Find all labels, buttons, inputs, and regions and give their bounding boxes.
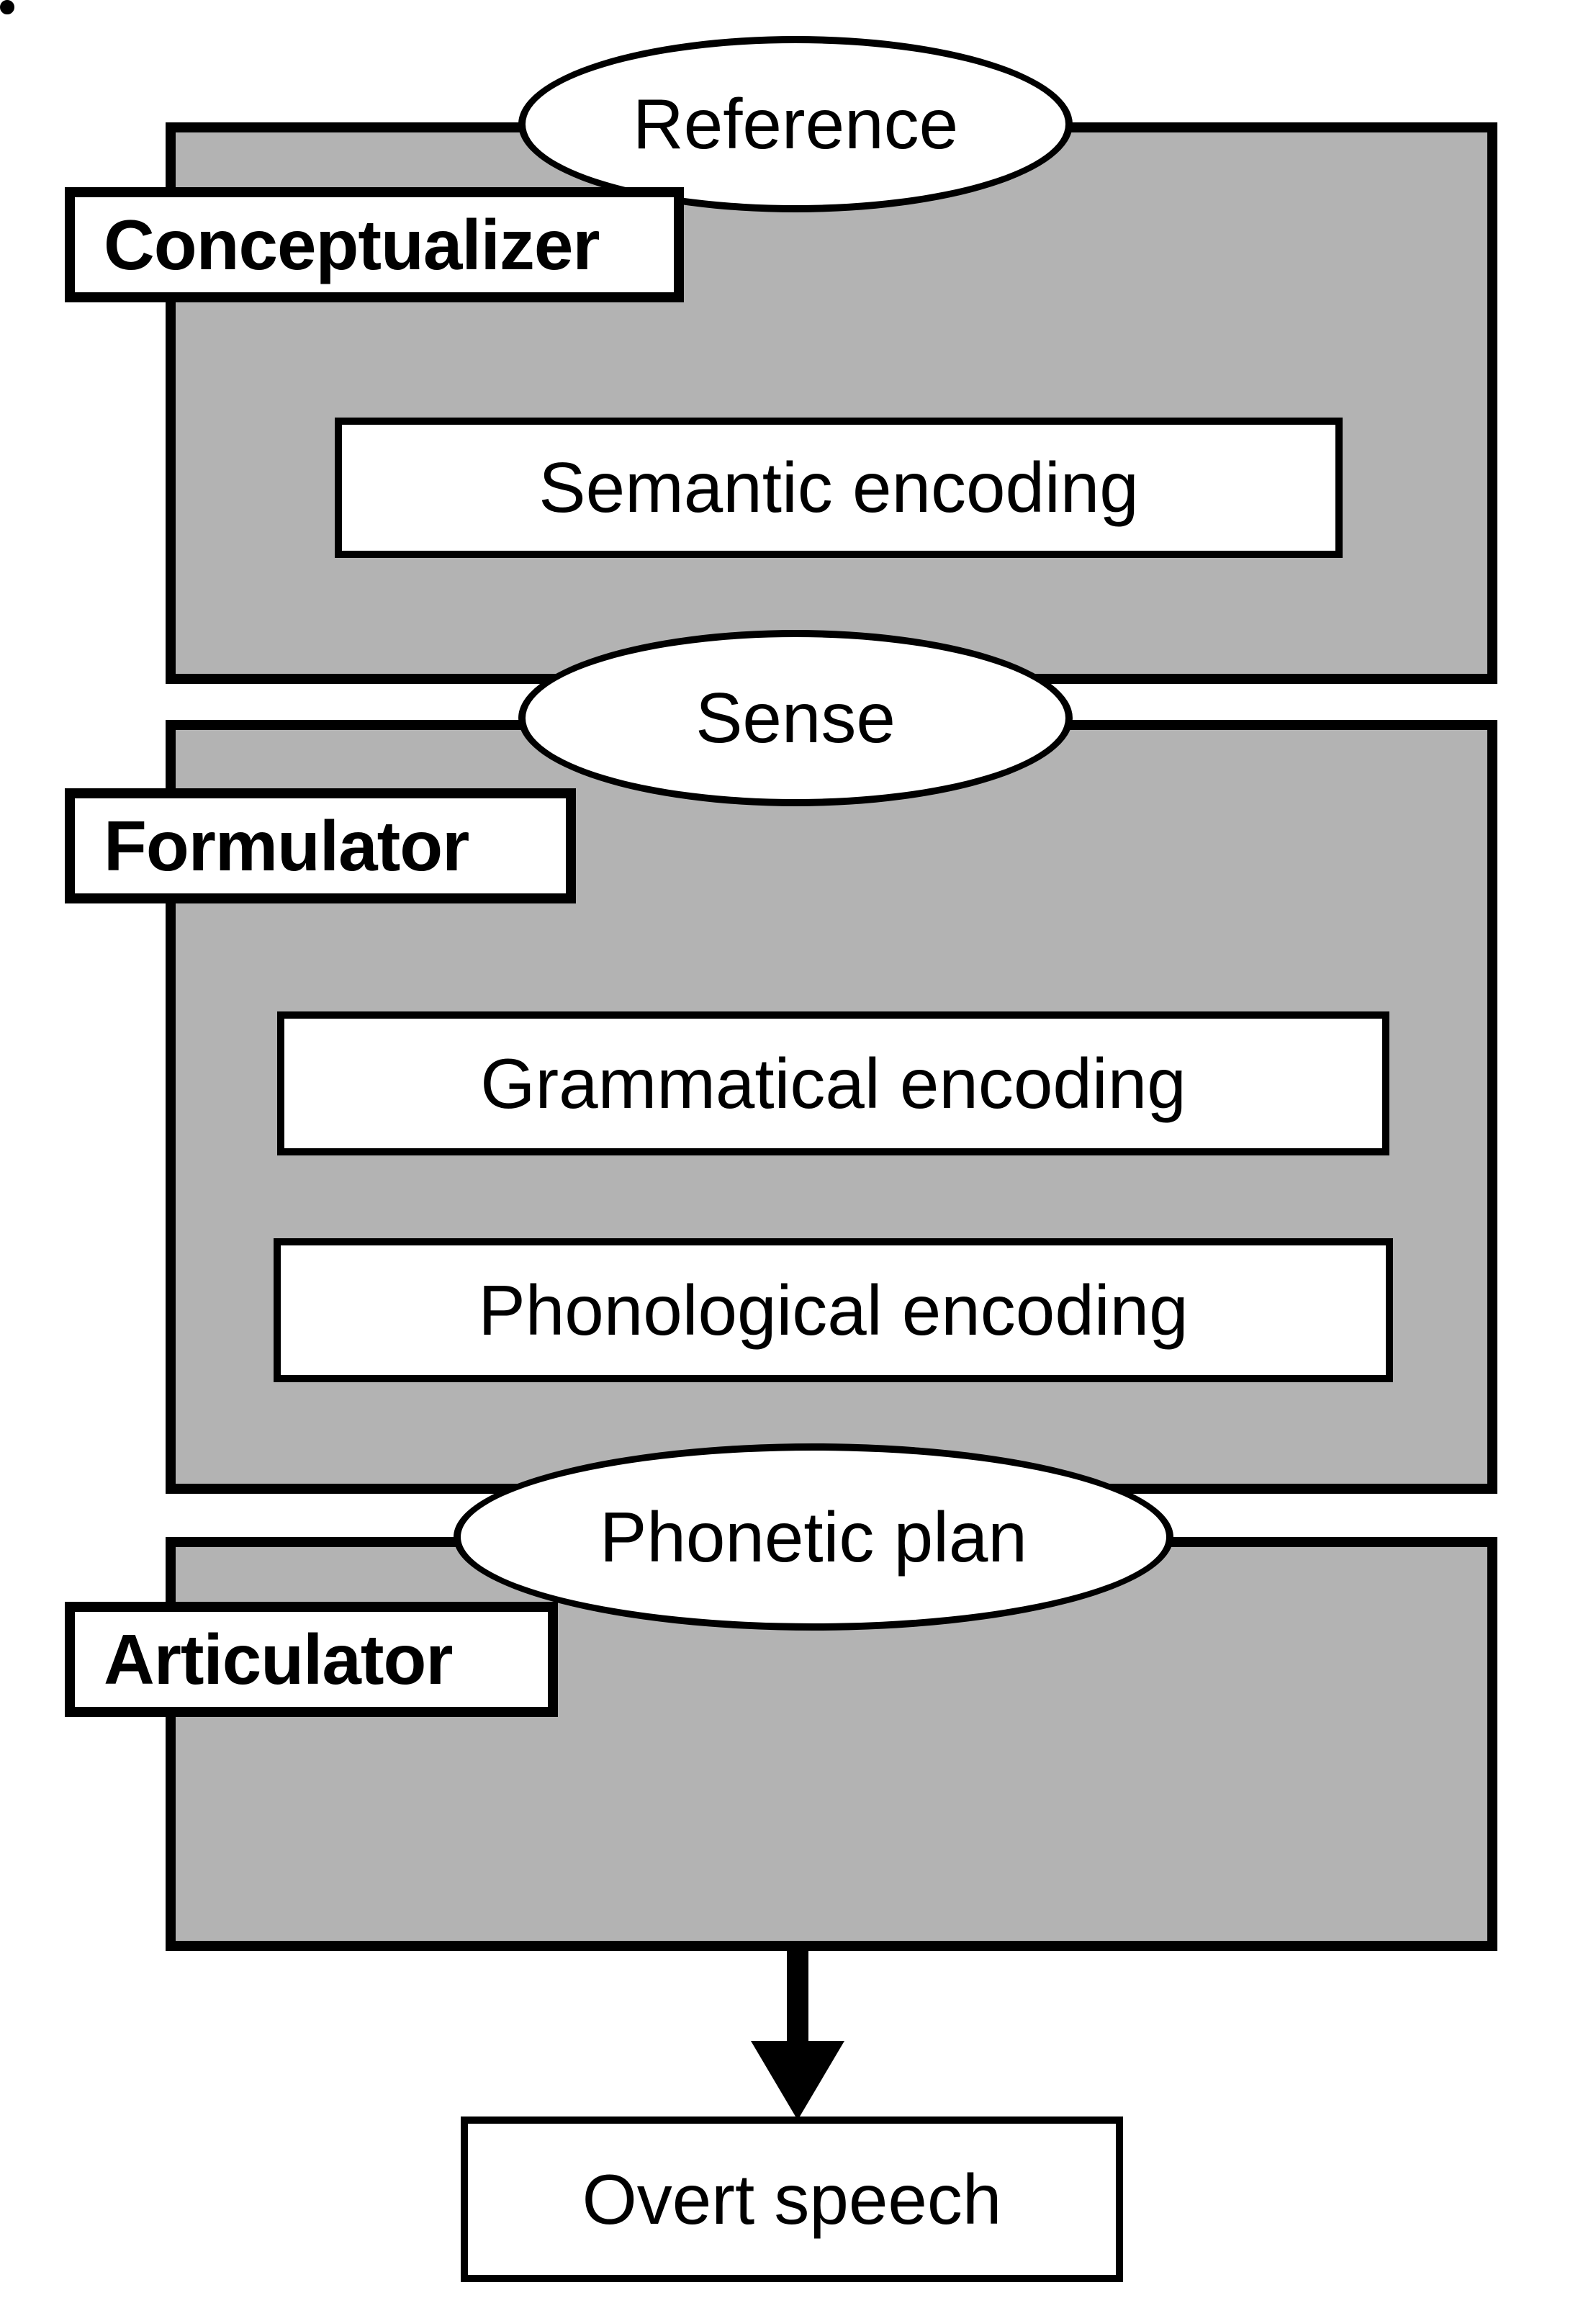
process-motor-control: Overt speech <box>461 2117 1123 2282</box>
node-label: Phonetic plan <box>600 1497 1027 1578</box>
diagram-canvas: Semantic encoding Grammatical encoding P… <box>0 0 1596 2308</box>
process-grammatical-encoding: Grammatical encoding <box>277 1011 1389 1155</box>
node-label: Reference <box>633 84 958 165</box>
node-overt-speech <box>0 0 14 14</box>
process-label: Grammatical encoding <box>480 1043 1186 1124</box>
process-label: Overt speech <box>582 2159 1002 2240</box>
process-label: Phonological encoding <box>478 1270 1188 1351</box>
node-sense: Sense <box>518 630 1073 806</box>
stage-label-text: Articulator <box>104 1619 453 1700</box>
process-phonological-encoding: Phonological encoding <box>274 1238 1393 1382</box>
process-semantic-encoding: Semantic encoding <box>335 418 1343 558</box>
node-phonetic-plan: Phonetic plan <box>454 1443 1173 1631</box>
stage-label-articulator: Articulator <box>65 1602 558 1717</box>
node-reference: Reference <box>518 36 1073 212</box>
node-label: Sense <box>695 677 896 759</box>
arrowhead-icon <box>751 2041 844 2120</box>
stage-label-formulator: Formulator <box>65 788 576 903</box>
stage-label-text: Formulator <box>104 806 469 887</box>
stage-label-conceptualizer: Conceptualizer <box>65 187 684 302</box>
process-label: Semantic encoding <box>538 447 1139 528</box>
stage-label-text: Conceptualizer <box>104 204 599 286</box>
